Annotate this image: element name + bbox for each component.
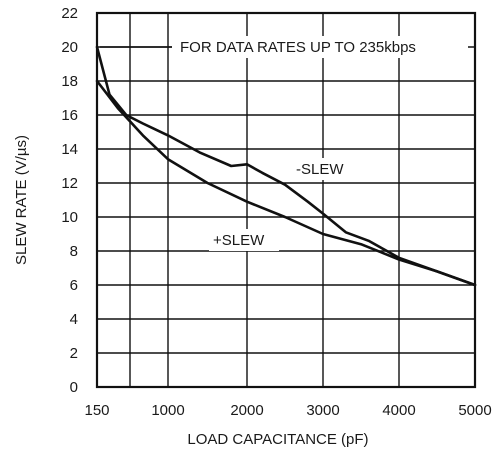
y-tick-label: 20 — [61, 39, 78, 56]
series-line-plus-slew — [95, 79, 477, 287]
y-tick-label: 8 — [70, 243, 78, 260]
series-line-minus-slew — [95, 45, 477, 287]
x-axis-title: LOAD CAPACITANCE (pF) — [187, 431, 368, 448]
annotation-background — [172, 36, 468, 58]
y-tick-label: 12 — [61, 175, 78, 192]
grid-lines — [96, 12, 476, 388]
y-tick-label: 14 — [61, 141, 78, 158]
x-tick-label: 4000 — [382, 402, 415, 419]
y-axis-title: SLEW RATE (V/µs) — [13, 135, 30, 265]
minus-slew-label-background — [292, 158, 356, 180]
plot-frame — [95, 11, 477, 389]
data-rate-annotation: FOR DATA RATES UP TO 235kbps — [180, 39, 416, 56]
x-tick-label: 3000 — [306, 402, 339, 419]
series-layer — [95, 45, 477, 287]
y-tick-label: 16 — [61, 107, 78, 124]
minus-slew-label: -SLEW — [296, 161, 344, 178]
x-tick-label: 150 — [84, 402, 109, 419]
y-tick-label: 2 — [70, 345, 78, 362]
y-tick-label: 4 — [70, 311, 78, 328]
plus-slew-label: +SLEW — [213, 232, 265, 249]
x-tick-label: 1000 — [151, 402, 184, 419]
y-tick-label: 18 — [61, 73, 78, 90]
x-tick-label: 2000 — [230, 402, 263, 419]
y-tick-label: 6 — [70, 277, 78, 294]
x-tick-label: 5000 — [458, 402, 491, 419]
y-tick-label: 0 — [70, 379, 78, 396]
y-tick-label: 10 — [61, 209, 78, 226]
plus-slew-label-background — [209, 229, 279, 251]
tick-labels: 0 2 4 6 8 10 12 14 16 18 20 22 150 1000 2000 3000 4000 50… — [61, 5, 491, 419]
y-tick-label: 22 — [61, 5, 78, 22]
